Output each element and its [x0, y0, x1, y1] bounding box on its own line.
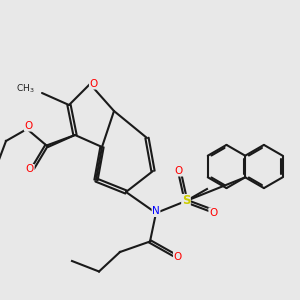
- Text: O: O: [173, 251, 182, 262]
- Text: O: O: [174, 166, 183, 176]
- Text: CH$_3$: CH$_3$: [16, 82, 34, 95]
- Text: N: N: [152, 206, 160, 217]
- Text: O: O: [209, 208, 217, 218]
- Text: O: O: [89, 79, 98, 89]
- Text: S: S: [182, 194, 190, 208]
- Text: O: O: [26, 164, 34, 175]
- Text: O: O: [24, 121, 33, 131]
